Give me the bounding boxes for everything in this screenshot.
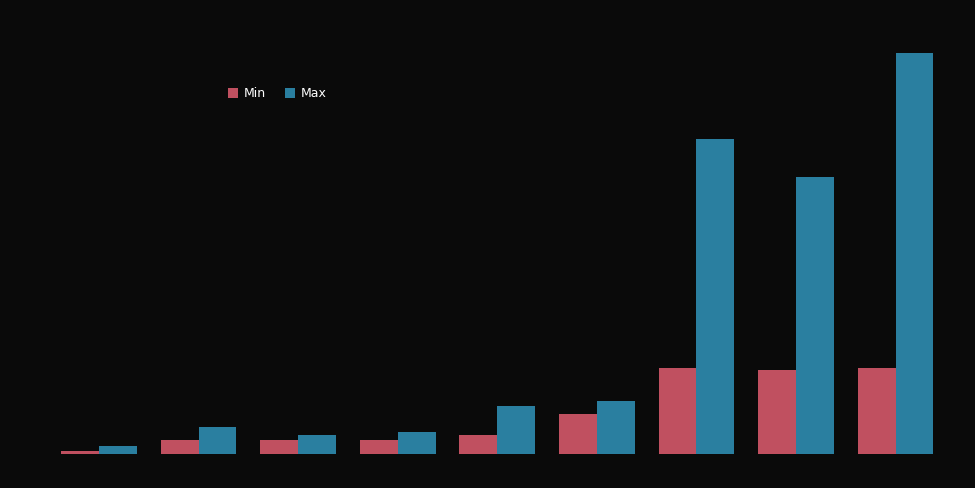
Bar xyxy=(360,441,398,454)
Bar xyxy=(298,435,336,454)
Bar xyxy=(260,441,298,454)
Bar xyxy=(98,446,136,454)
Bar xyxy=(796,177,834,454)
Bar xyxy=(658,368,696,454)
Bar xyxy=(497,406,535,454)
Bar xyxy=(858,368,896,454)
Bar xyxy=(61,451,98,454)
Bar xyxy=(559,414,597,454)
Bar xyxy=(199,427,236,454)
Bar xyxy=(759,370,796,454)
Bar xyxy=(161,440,199,454)
Bar xyxy=(896,53,933,454)
Bar xyxy=(398,432,436,454)
Legend: Min, Max: Min, Max xyxy=(222,82,332,105)
Bar xyxy=(696,139,734,454)
Bar xyxy=(459,435,497,454)
Bar xyxy=(597,401,635,454)
